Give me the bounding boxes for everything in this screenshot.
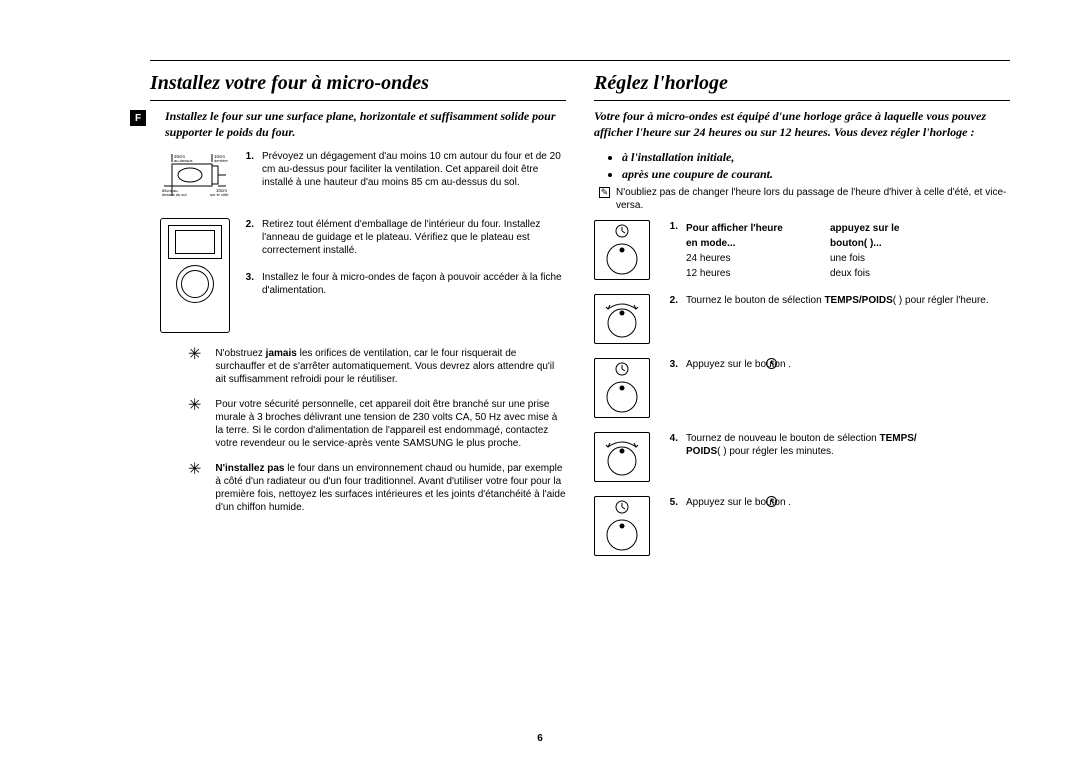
right-title-rule xyxy=(594,100,1010,101)
warning-2-text: Pour votre sécurité personnelle, cet app… xyxy=(215,398,566,450)
microwave-figure xyxy=(160,218,230,333)
spacing-diagram: 20cm au-dessus 10cm derrière 85cm au- de… xyxy=(160,150,230,204)
knob-arrows-icon xyxy=(600,437,644,477)
s1-body: Pour afficher l'heure appuyez sur le en … xyxy=(686,220,1010,280)
install-diagram-row: 20cm au-dessus 10cm derrière 85cm au- de… xyxy=(150,150,566,204)
warning-2: ✳ Pour votre sécurité personnelle, cet a… xyxy=(188,398,566,450)
microwave-row: 2. Retirez tout élément d'emballage de l… xyxy=(150,218,566,333)
dial-clock-1 xyxy=(594,220,650,280)
step2-num: 2. xyxy=(240,218,254,257)
step1-num: 1. xyxy=(240,150,254,189)
left-intro: Installez le four sur une surface plane,… xyxy=(165,109,566,140)
manual-page: F Installez votre four à micro-ondes Ins… xyxy=(0,0,1080,763)
s4-body: Tournez de nouveau le bouton de sélectio… xyxy=(686,432,1010,458)
bullet-list: à l'installation initiale, après une cou… xyxy=(622,150,1010,182)
note-row: ✎ N'oubliez pas de changer l'heure lors … xyxy=(599,186,1010,212)
step-2: 2. Tournez le bouton de sélection TEMPS/… xyxy=(594,294,1010,344)
step2-text: Retirez tout élément d'emballage de l'in… xyxy=(262,218,566,257)
s2-num: 2. xyxy=(664,294,678,307)
s1-button-label: bouton( )... xyxy=(830,238,882,249)
step1-wrap: 1. Prévoyez un dégagement d'au moins 10 … xyxy=(240,150,566,204)
step-3: 3. Appuyez sur le bouton . xyxy=(594,358,1010,418)
clock-icon xyxy=(766,358,777,369)
knob-icon xyxy=(605,242,639,276)
clock-icon xyxy=(615,500,629,514)
step-5: 5. Appuyez sur le bouton . xyxy=(594,496,1010,556)
dial-time-weight-2 xyxy=(594,432,650,482)
clock-icon xyxy=(615,224,629,238)
warning-icon: ✳ xyxy=(188,345,201,386)
svg-text:sur le côté: sur le côté xyxy=(210,192,229,197)
left-title: Installez votre four à micro-ondes xyxy=(150,68,566,100)
knob-icon xyxy=(605,380,639,414)
clock-icon xyxy=(766,496,777,507)
note-text: N'oubliez pas de changer l'heure lors du… xyxy=(616,186,1010,212)
s1-num: 1. xyxy=(664,220,678,233)
warning-3: ✳ N'installez pas le four dans un enviro… xyxy=(188,462,566,514)
bullet-1: à l'installation initiale, xyxy=(622,150,1010,166)
page-number: 6 xyxy=(0,732,1080,745)
warning-3-text: N'installez pas le four dans un environn… xyxy=(215,462,566,514)
note-icon: ✎ xyxy=(599,187,610,198)
left-title-rule xyxy=(150,100,566,101)
warning-icon: ✳ xyxy=(188,396,201,450)
right-column: Réglez l'horloge Votre four à micro-onde… xyxy=(594,68,1010,570)
right-intro: Votre four à micro-ondes est équipé d'un… xyxy=(594,109,1010,140)
top-rule xyxy=(150,60,1010,61)
dial-clock-2 xyxy=(594,358,650,418)
clock-icon xyxy=(615,362,629,376)
s5-body: Appuyez sur le bouton . xyxy=(686,496,1010,509)
bullet-2: après une coupure de courant. xyxy=(622,167,1010,183)
svg-text:au-dessus: au-dessus xyxy=(174,158,192,163)
left-column: Installez votre four à micro-ondes Insta… xyxy=(150,68,566,570)
s5-num: 5. xyxy=(664,496,678,509)
dial-clock-3 xyxy=(594,496,650,556)
warning-icon: ✳ xyxy=(188,460,201,514)
language-tab: F xyxy=(130,110,146,126)
warning-1-text: N'obstruez jamais les orifices de ventil… xyxy=(215,347,566,386)
step3-num: 3. xyxy=(240,271,254,297)
step3-text: Installez le four à micro-ondes de façon… xyxy=(262,271,566,297)
right-title: Réglez l'horloge xyxy=(594,68,1010,100)
step1-text: Prévoyez un dégagement d'au moins 10 cm … xyxy=(262,150,566,189)
svg-text:dessus du sol: dessus du sol xyxy=(162,192,187,197)
s3-body: Appuyez sur le bouton . xyxy=(686,358,1010,371)
svg-text:derrière: derrière xyxy=(214,158,229,163)
warning-1: ✳ N'obstruez jamais les orifices de vent… xyxy=(188,347,566,386)
step-4: 4. Tournez de nouveau le bouton de sélec… xyxy=(594,432,1010,482)
step-1: 1. Pour afficher l'heure appuyez sur le … xyxy=(594,220,1010,280)
s2-body: Tournez le bouton de sélection TEMPS/POI… xyxy=(686,294,1010,307)
s3-num: 3. xyxy=(664,358,678,371)
dial-time-weight-1 xyxy=(594,294,650,344)
s4-num: 4. xyxy=(664,432,678,445)
knob-icon xyxy=(605,518,639,552)
two-columns: Installez votre four à micro-ondes Insta… xyxy=(150,68,1010,570)
knob-arrows-icon xyxy=(600,299,644,339)
